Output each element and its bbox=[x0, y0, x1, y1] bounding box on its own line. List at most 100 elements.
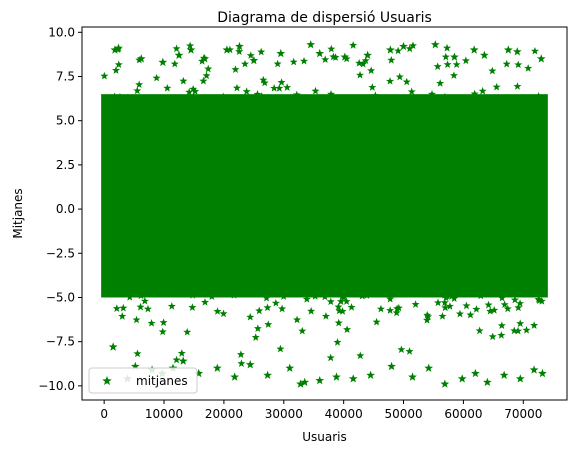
data-point bbox=[498, 293, 507, 302]
data-point bbox=[440, 379, 450, 388]
data-point bbox=[298, 326, 307, 335]
data-point bbox=[199, 76, 208, 85]
data-point bbox=[534, 91, 543, 100]
data-point bbox=[242, 87, 251, 95]
data-point bbox=[273, 59, 282, 68]
data-point bbox=[183, 327, 192, 336]
data-point bbox=[264, 320, 273, 328]
data-point bbox=[138, 290, 147, 298]
data-point bbox=[159, 318, 168, 327]
data-point bbox=[112, 66, 120, 74]
data-point bbox=[213, 288, 222, 296]
data-point bbox=[449, 71, 458, 79]
x-axis: 0 10000 20000 30000 40000 50000 60000 70000 bbox=[100, 400, 542, 421]
data-point bbox=[457, 374, 467, 383]
data-point bbox=[502, 59, 511, 68]
data-point bbox=[363, 50, 372, 60]
data-point bbox=[245, 360, 255, 369]
data-point bbox=[337, 297, 345, 305]
data-point bbox=[302, 295, 311, 303]
x-tick-label: 60000 bbox=[444, 407, 482, 421]
y-tick-label: −5.0 bbox=[46, 290, 75, 304]
data-point bbox=[249, 55, 259, 65]
data-point bbox=[510, 326, 519, 335]
data-point bbox=[222, 45, 232, 54]
data-point bbox=[408, 372, 417, 381]
data-point bbox=[158, 327, 167, 336]
data-point bbox=[524, 64, 533, 72]
data-point bbox=[300, 377, 310, 387]
data-point bbox=[497, 331, 506, 339]
data-point bbox=[334, 302, 343, 311]
data-point bbox=[423, 310, 432, 319]
data-point bbox=[240, 59, 249, 68]
data-point bbox=[140, 296, 149, 305]
data-point bbox=[367, 66, 376, 75]
data-point bbox=[392, 308, 401, 317]
data-point bbox=[178, 356, 188, 365]
data-point bbox=[488, 332, 497, 341]
x-tick-label: 70000 bbox=[504, 407, 542, 421]
y-axis-title: Mitjanes bbox=[11, 188, 25, 238]
data-point bbox=[167, 302, 176, 310]
y-tick-label: −2.5 bbox=[46, 246, 75, 260]
data-point bbox=[118, 312, 127, 320]
data-point bbox=[158, 57, 168, 67]
data-point bbox=[163, 84, 172, 92]
data-point bbox=[466, 310, 475, 319]
plot-frame bbox=[81, 26, 568, 401]
data-point bbox=[133, 86, 142, 95]
data-point bbox=[441, 303, 450, 312]
data-point bbox=[408, 41, 417, 50]
data-point bbox=[512, 47, 522, 56]
data-point bbox=[438, 312, 447, 320]
data-point bbox=[371, 91, 380, 99]
data-point bbox=[514, 303, 523, 312]
data-point bbox=[445, 302, 454, 310]
data-point bbox=[516, 319, 525, 327]
data-point bbox=[537, 296, 546, 305]
data-point bbox=[433, 95, 442, 103]
data-point bbox=[263, 303, 272, 312]
data-point bbox=[186, 41, 195, 50]
data-point bbox=[385, 45, 395, 54]
data-points bbox=[100, 40, 548, 388]
data-point bbox=[386, 294, 395, 303]
data-point bbox=[123, 93, 132, 102]
data-point bbox=[428, 90, 436, 98]
data-point bbox=[188, 291, 197, 299]
data-point bbox=[341, 95, 350, 103]
data-point bbox=[235, 47, 244, 55]
data-point bbox=[440, 92, 449, 101]
data-point bbox=[510, 295, 519, 304]
data-point bbox=[147, 319, 156, 327]
data-point bbox=[186, 45, 196, 54]
data-point bbox=[177, 349, 186, 357]
data-point bbox=[402, 77, 411, 86]
data-point bbox=[189, 91, 198, 100]
data-point bbox=[497, 321, 506, 330]
data-point bbox=[232, 289, 241, 298]
x-tick-label: 30000 bbox=[265, 407, 303, 421]
data-point bbox=[482, 377, 492, 387]
data-point bbox=[411, 300, 420, 308]
data-point bbox=[246, 312, 255, 321]
x-tick-label: 50000 bbox=[384, 407, 422, 421]
data-point bbox=[179, 76, 188, 85]
data-point bbox=[230, 372, 240, 381]
data-point bbox=[340, 52, 350, 61]
data-point bbox=[347, 303, 356, 311]
data-point bbox=[538, 368, 547, 378]
data-point bbox=[219, 92, 228, 101]
data-point bbox=[306, 40, 316, 49]
data-point bbox=[283, 83, 292, 91]
data-point bbox=[257, 47, 266, 56]
data-point bbox=[332, 372, 341, 381]
data-point bbox=[423, 315, 432, 324]
data-point bbox=[475, 326, 484, 335]
data-point bbox=[125, 293, 134, 301]
legend-label: mitjanes bbox=[136, 374, 188, 388]
data-point bbox=[450, 294, 459, 303]
data-point bbox=[170, 59, 179, 68]
data-point bbox=[292, 90, 301, 99]
